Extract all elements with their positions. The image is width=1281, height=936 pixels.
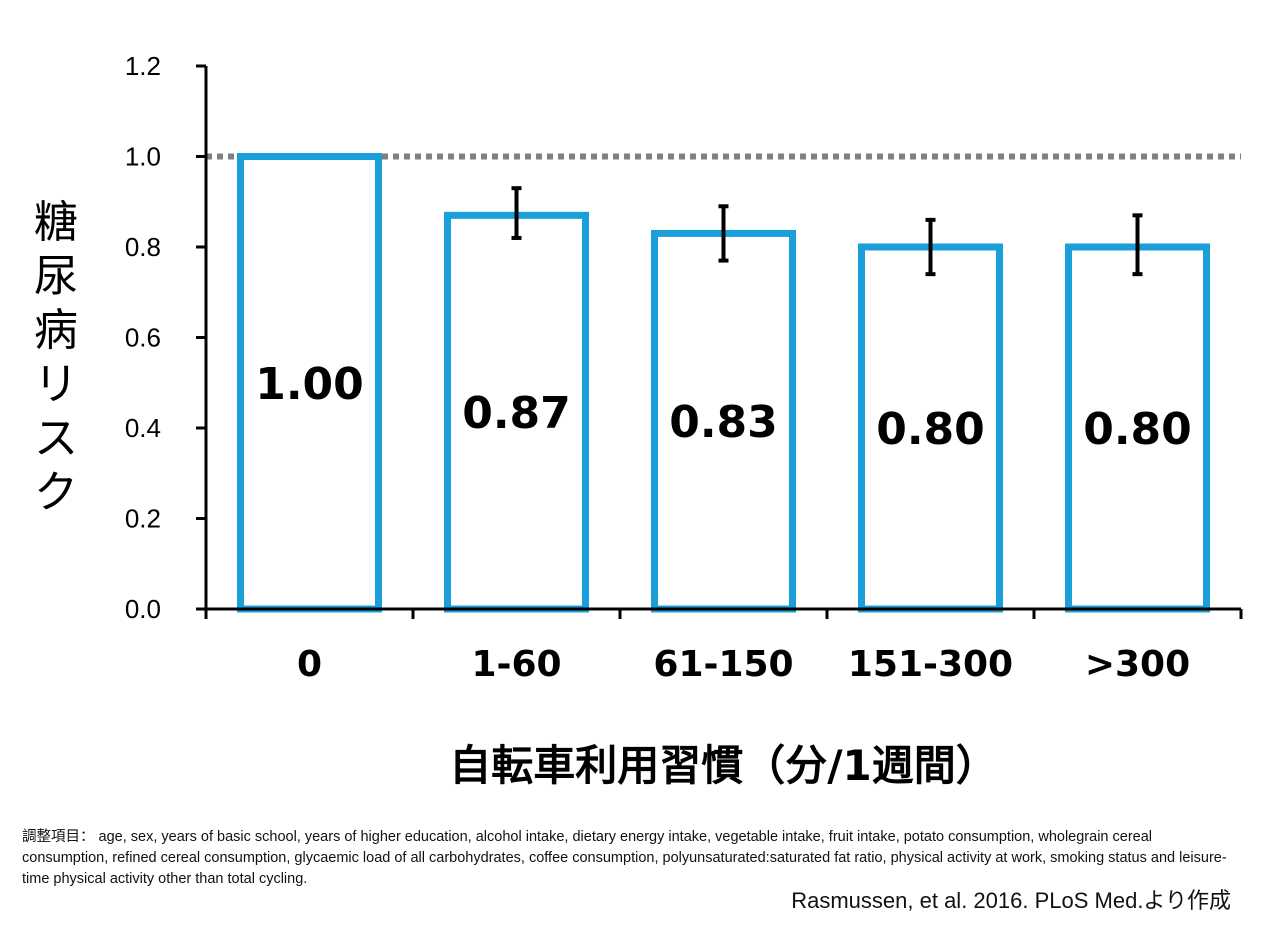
y-tick-label-3: 0.6	[125, 323, 161, 353]
bar-0	[237, 153, 382, 613]
y-tick-label-2: 0.4	[125, 413, 161, 443]
x-tick-label-0: 0	[297, 644, 322, 685]
y-tick-label-4: 0.8	[125, 232, 161, 262]
x-tick-label-4: >300	[1085, 644, 1190, 685]
data-label-0: 1.00	[255, 359, 364, 410]
data-label-2: 0.83	[669, 397, 778, 448]
y-tick-label-1: 0.2	[125, 504, 161, 534]
data-label-1: 0.87	[462, 388, 571, 439]
y-tick-label-0: 0.0	[125, 594, 161, 624]
bar-3	[858, 243, 1003, 613]
x-axis-label: 自転車利用習慣（分/1週間）	[449, 741, 998, 790]
bar-1	[444, 211, 589, 613]
y-tick-label-6: 1.2	[125, 51, 161, 81]
y-axis-label: 糖尿病リスク	[34, 197, 78, 518]
axes-layer	[196, 64, 1243, 619]
x-tick-label-2: 61-150	[653, 644, 793, 685]
labels-layer: 1.00 0 0.87 1-60 0.83 61-150 0.80 151-300 0.80 >3…	[125, 51, 1192, 685]
data-label-3: 0.80	[876, 404, 985, 455]
data-label-4: 0.80	[1083, 404, 1192, 455]
bar-4	[1065, 243, 1210, 613]
adjustment-footnote: 調整項目： age, sex, years of basic school, y…	[22, 829, 1227, 887]
x-tick-label-1: 1-60	[471, 644, 561, 685]
bars-layer	[237, 153, 1210, 613]
y-tick-label-5: 1.0	[125, 142, 161, 172]
x-tick-label-3: 151-300	[848, 644, 1013, 685]
source-citation: Rasmussen, et al. 2016. PLoS Med.より作成	[791, 888, 1231, 913]
